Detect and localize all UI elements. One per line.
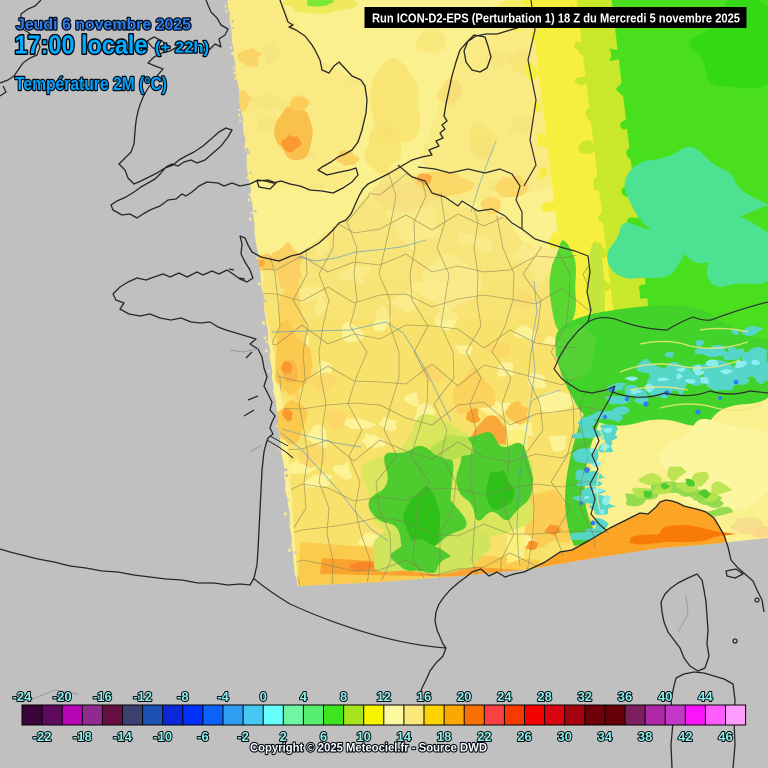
svg-text:-4: -4 (217, 689, 229, 704)
svg-text:-10: -10 (153, 729, 172, 744)
svg-text:12: 12 (377, 689, 391, 704)
svg-text:-14: -14 (113, 729, 133, 744)
svg-text:40: 40 (658, 689, 672, 704)
svg-text:38: 38 (638, 729, 652, 744)
svg-text:28: 28 (537, 689, 551, 704)
svg-text:34: 34 (598, 729, 613, 744)
svg-text:Copyright © 2025 Meteociel.fr: Copyright © 2025 Meteociel.fr - Source D… (250, 741, 487, 755)
svg-text:4: 4 (300, 689, 308, 704)
svg-text:8: 8 (340, 689, 347, 704)
svg-text:-16: -16 (93, 689, 112, 704)
svg-text:6: 6 (320, 729, 327, 744)
svg-text:-20: -20 (53, 689, 72, 704)
svg-text:-22: -22 (33, 729, 52, 744)
svg-text:14: 14 (397, 729, 412, 744)
svg-text:42: 42 (678, 729, 692, 744)
svg-text:26: 26 (517, 729, 531, 744)
svg-text:20: 20 (457, 689, 471, 704)
svg-text:2: 2 (280, 729, 287, 744)
svg-text:36: 36 (618, 689, 632, 704)
svg-text:Jeudi 6 novembre 2025: Jeudi 6 novembre 2025 (16, 17, 191, 34)
svg-text:0: 0 (260, 689, 267, 704)
svg-text:Température 2M (°C): Température 2M (°C) (15, 74, 167, 94)
svg-text:32: 32 (578, 689, 592, 704)
svg-text:-24: -24 (13, 689, 33, 704)
svg-text:-6: -6 (197, 729, 209, 744)
svg-text:16: 16 (417, 689, 431, 704)
svg-text:-18: -18 (73, 729, 92, 744)
svg-text:17:00 locale: 17:00 locale (15, 30, 148, 60)
svg-text:44: 44 (698, 689, 713, 704)
svg-text:Run ICON-D2-EPS (Perturbation: Run ICON-D2-EPS (Perturbation 1) 18 Z du… (372, 11, 740, 26)
svg-text:22: 22 (477, 729, 491, 744)
svg-text:46: 46 (718, 729, 732, 744)
svg-text:-2: -2 (237, 729, 249, 744)
svg-text:18: 18 (437, 729, 451, 744)
svg-text:24: 24 (497, 689, 512, 704)
svg-text:30: 30 (557, 729, 571, 744)
svg-text:10: 10 (356, 729, 370, 744)
svg-text:-8: -8 (177, 689, 189, 704)
svg-text:-12: -12 (133, 689, 152, 704)
svg-text:(+ 22h): (+ 22h) (155, 40, 209, 57)
